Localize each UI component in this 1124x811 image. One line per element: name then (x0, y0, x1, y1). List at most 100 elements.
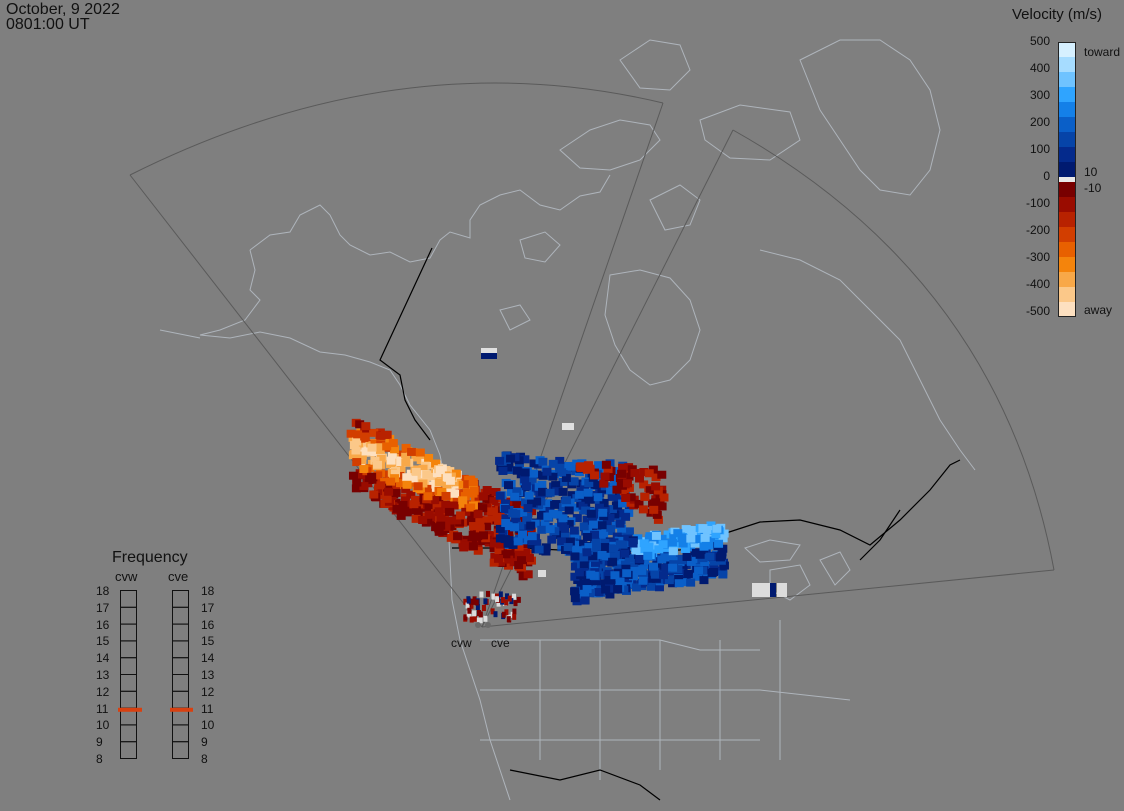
frequency-number-left: 18 (96, 584, 110, 598)
echo-cell (599, 479, 609, 488)
echo-cell (501, 451, 511, 460)
frequency-cell (120, 640, 137, 659)
echo-cell (631, 546, 641, 555)
echo-cell (683, 569, 693, 578)
echo-cell (418, 479, 428, 488)
echo-cell (694, 566, 704, 575)
echo-cell (457, 501, 467, 510)
echo-cell (574, 490, 584, 499)
echo-cell (452, 497, 462, 506)
echo-cell (357, 451, 367, 460)
colorbar-segment-away (1058, 182, 1076, 198)
echo-cell (615, 509, 625, 518)
echo-cell (493, 611, 498, 618)
echo-cell (668, 547, 678, 556)
echo-cell (511, 509, 521, 518)
colorbar-segment-toward (1058, 57, 1076, 73)
echo-cell (538, 487, 548, 496)
echo-cell (719, 529, 729, 538)
echo-cell (481, 604, 486, 611)
frequency-marker-cve (170, 707, 193, 712)
echo-cell (602, 519, 612, 528)
echo-cell (375, 443, 385, 452)
echo-cell (449, 501, 459, 510)
echo-cell (624, 579, 634, 588)
time-label: 0801:00 UT (6, 16, 90, 33)
echo-cell (494, 554, 504, 563)
echo-cell (483, 615, 488, 622)
echo-cell (427, 472, 437, 481)
echo-cell (581, 506, 591, 515)
echo-cell (576, 579, 586, 588)
frequency-number-left: 8 (96, 752, 103, 766)
echo-cell (479, 591, 484, 598)
echo-cell (615, 577, 625, 586)
echo-cell (466, 597, 471, 604)
echo-cell (402, 480, 412, 489)
echo-cell (413, 482, 423, 491)
echo-cell (542, 467, 552, 476)
echo-cell (348, 451, 358, 460)
echo-cell (578, 501, 588, 510)
echo-cell (489, 544, 499, 553)
echo-cell (590, 558, 600, 567)
echo-cell (486, 507, 496, 516)
echo-cell (434, 507, 444, 516)
echo-cell (383, 470, 393, 479)
echo-cell (511, 516, 521, 525)
echo-cell (691, 535, 701, 544)
echo-cell (752, 583, 770, 597)
echo-cell (548, 509, 558, 518)
echo-cell (545, 488, 555, 497)
echo-cell (593, 493, 603, 502)
echo-cell (639, 468, 649, 477)
echo-cell (369, 428, 379, 437)
echo-cell (503, 539, 513, 548)
echo-cell (657, 555, 667, 564)
frequency-cell (120, 741, 137, 759)
echo-cell (520, 455, 530, 464)
echo-cell (513, 502, 523, 511)
echo-cell (521, 536, 531, 545)
echo-cell (424, 510, 434, 519)
frequency-number-right: 8 (201, 752, 208, 766)
echo-cell (617, 469, 627, 478)
echo-cell (469, 602, 474, 609)
echo-cell (570, 572, 580, 581)
echo-cell (434, 478, 444, 487)
echo-cell (400, 496, 410, 505)
frequency-number-right: 12 (201, 684, 215, 699)
echo-cell (524, 554, 534, 563)
colorbar-tick-label: 400 (1029, 61, 1050, 75)
echo-cell (616, 480, 626, 489)
echo-cell (578, 553, 588, 562)
echo-cell (563, 543, 573, 552)
echo-cell (463, 598, 468, 605)
echo-cell (567, 462, 577, 471)
echo-cell (600, 472, 610, 481)
echo-cell (650, 570, 660, 579)
echo-cell (411, 495, 421, 504)
echo-cell (382, 442, 392, 451)
echo-cell (607, 505, 617, 514)
echo-cell (507, 595, 512, 602)
echo-cell (434, 527, 444, 536)
echo-cell (537, 525, 547, 534)
echo-cell (555, 463, 565, 472)
echo-cell (582, 585, 592, 594)
echo-cell (489, 539, 499, 548)
echo-cell (401, 484, 411, 493)
echo-cell (610, 550, 620, 559)
echo-cell (481, 348, 497, 353)
echo-cell (608, 557, 618, 566)
echo-cell (453, 532, 463, 541)
colorbar-tick-label: -300 (1025, 250, 1050, 264)
echo-cell (718, 534, 728, 543)
echo-cell (465, 602, 470, 609)
frequency-scale (118, 590, 193, 759)
echo-cell (514, 544, 524, 553)
echo-cell (673, 529, 683, 538)
echo-cell (445, 507, 455, 516)
echo-cell (659, 493, 669, 502)
